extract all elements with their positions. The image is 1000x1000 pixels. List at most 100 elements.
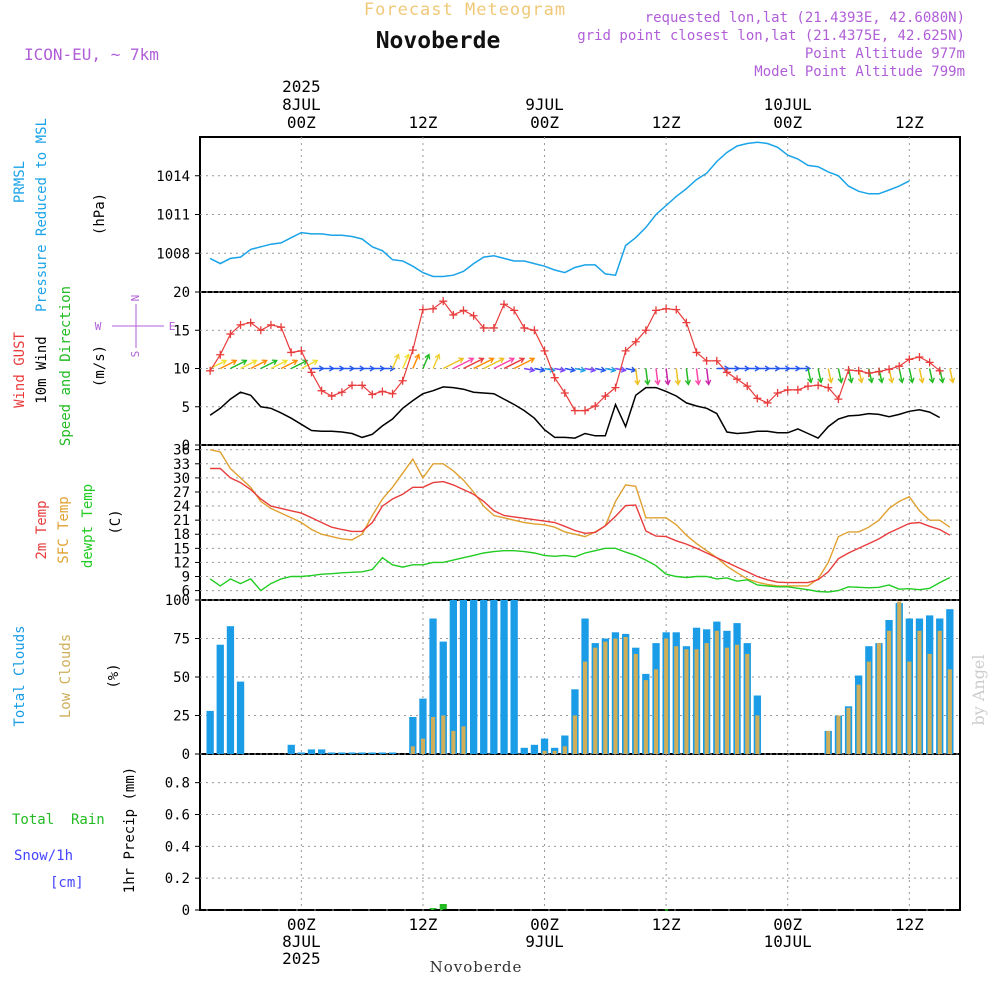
wind-arrow-head (590, 366, 597, 373)
wind-direction-arrow (260, 359, 278, 370)
wind-arrow-head (684, 379, 692, 386)
wind-direction-arrow (300, 359, 318, 370)
time-label-bottom: 9JUL (525, 932, 564, 951)
wind-arrow-head (569, 366, 577, 373)
low-cloud-bar (654, 669, 659, 754)
wind-arrow-head (261, 359, 268, 366)
wind-direction-arrow (483, 357, 505, 370)
low-cloud-bar (887, 630, 892, 754)
gust-marker (601, 392, 610, 401)
temp-unit: (C) (108, 509, 124, 534)
total-cloud-bar (561, 735, 569, 754)
gust-marker (621, 346, 630, 355)
wind-arrow-head (857, 377, 864, 384)
pressure-line (209, 141, 910, 278)
wind-arrow-head (805, 365, 812, 372)
wind-arrow-head (664, 379, 671, 386)
wind-arrow-head (600, 366, 607, 373)
wind-arrow-head (389, 365, 396, 372)
precip-label-rain: Total Rain (12, 812, 105, 828)
pressure-unit: (hPa) (92, 193, 108, 235)
wind-arrow-head (549, 366, 556, 373)
y-tick-label: 36 (173, 443, 190, 459)
precip-unit: 1hr Precip (mm) (122, 767, 138, 893)
low-cloud-bar (866, 661, 871, 754)
wind-direction-arrow (665, 368, 669, 385)
time-label-top: 10JUL (764, 95, 812, 114)
gust-marker (631, 337, 640, 346)
gust-marker (581, 406, 590, 415)
low-cloud-bar (684, 649, 689, 754)
point-altitude: Point Altitude 977m (805, 46, 965, 62)
low-cloud-bar (461, 726, 466, 754)
gust-marker (733, 375, 742, 384)
y-tick-label: 0.2 (165, 871, 190, 887)
time-label-bottom: 12Z (408, 915, 437, 934)
total-cloud-bar (328, 752, 336, 754)
model-label: ICON-EU, ~ 7km (24, 45, 159, 64)
y-tick-label: 0.8 (165, 776, 190, 792)
wind-arrow-head (817, 377, 824, 384)
total-cloud-bar (540, 738, 549, 754)
low-cloud-bar (542, 750, 547, 754)
wind-direction-arrow (463, 357, 484, 370)
gust-marker (246, 318, 255, 327)
compass-south: S (129, 351, 142, 358)
time-label-top: 9JUL (525, 95, 564, 114)
gust-marker (743, 382, 752, 391)
wind-arrow-head (424, 353, 431, 360)
gust-marker (895, 362, 904, 371)
wind-direction-arrow (280, 359, 298, 370)
total-cloud-bar (226, 626, 235, 754)
gust-marker (489, 323, 498, 332)
wind-arrow-head (837, 377, 844, 384)
clouds-label-total: Total Clouds (12, 625, 28, 726)
wind-direction-arrow (705, 368, 710, 385)
y-tick-label: 18 (173, 527, 190, 543)
time-label-top: 12Z (895, 113, 924, 132)
gust-marker (277, 323, 286, 332)
temp-2m-line (210, 467, 951, 584)
wind-direction-arrow (432, 354, 440, 369)
y-tick-label: 27 (173, 485, 190, 501)
wind-arrow-head (867, 377, 875, 384)
low-cloud-bar (755, 715, 760, 754)
low-cloud-bar (583, 661, 588, 754)
wind-direction-arrow (422, 354, 430, 369)
low-cloud-bar (876, 643, 881, 754)
low-cloud-bar (633, 653, 638, 754)
time-label-top: 8JUL (282, 95, 321, 114)
gust-marker (712, 356, 721, 365)
low-cloud-bar (562, 746, 567, 754)
gust-marker (479, 323, 488, 332)
gust-marker (682, 318, 691, 327)
low-cloud-bar (694, 649, 699, 754)
gust-marker (702, 356, 711, 365)
total-cloud-bar (368, 752, 376, 754)
wind-arrow-head (898, 377, 905, 384)
wind-direction-arrow (554, 367, 565, 372)
wind-panel-labels: Wind GUST 10m Wind Speed and Direction (… (12, 286, 175, 446)
gust-marker (854, 366, 863, 375)
gust-marker (256, 326, 265, 335)
marks-layer (200, 142, 960, 911)
wind-gust-line (209, 300, 941, 412)
rain-bar (429, 908, 437, 910)
wind-direction-arrow (442, 357, 464, 370)
total-cloud-bar (297, 752, 305, 754)
wind-direction-arrow (918, 368, 924, 383)
total-cloud-bar (470, 600, 478, 754)
precip-panel (199, 753, 961, 911)
watermark: by Angel (969, 654, 988, 725)
y-tick-label: 21 (173, 513, 190, 529)
gust-marker (662, 304, 671, 313)
wind-arrow-head (478, 357, 485, 364)
time-label-bottom: 10JUL (764, 932, 812, 951)
y-tick-label: 1014 (156, 169, 190, 185)
wind-arrow-head (938, 377, 945, 384)
gust-marker (530, 326, 539, 335)
wind-arrow-head (414, 353, 421, 360)
y-tick-label: 15 (173, 323, 190, 339)
time-label-top: 12Z (408, 113, 437, 132)
total-cloud-bar (236, 681, 245, 754)
